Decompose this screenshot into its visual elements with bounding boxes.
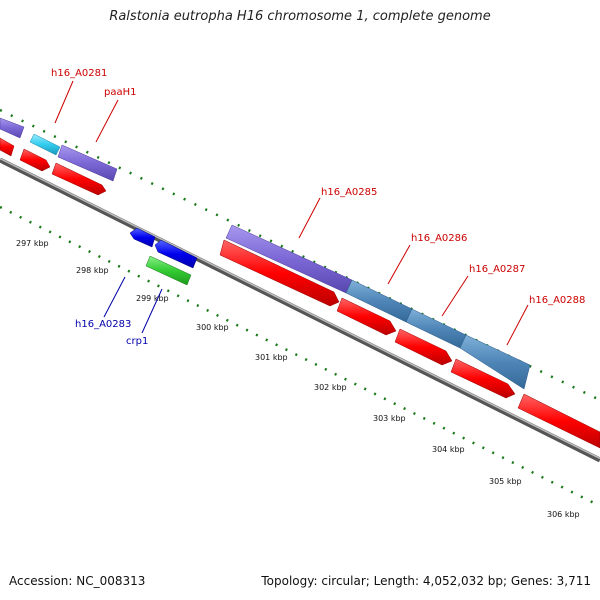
tick-label: 301 kbp [255,353,288,362]
gene-label-h16-A0288[interactable]: h16_A0288 [529,295,585,306]
cds-forward-4[interactable] [219,239,340,307]
tick-label: 299 kbp [136,294,169,303]
cds-reverse-1[interactable] [129,227,156,248]
tick-label: 306 kbp [547,510,580,519]
cds-forward-3[interactable] [51,162,107,196]
genome-backbone-highlight [0,157,600,460]
gene-label-h16-A0286[interactable]: h16_A0286 [411,233,467,244]
cds-forward-5[interactable] [336,297,397,336]
genome-backbone [0,157,600,463]
tick-label: 305 kbp [489,477,522,486]
gene-feature-cyan[interactable] [29,133,61,156]
tick-label: 300 kbp [196,323,229,332]
feature-track [0,117,600,449]
tick-label: 298 kbp [76,266,109,275]
accession-text: Accession: NC_008313 [9,574,146,588]
cds-forward-8[interactable] [517,393,600,449]
leader-line [95,99,119,143]
cds-forward-6[interactable] [394,328,453,366]
gene-feature-purple[interactable] [0,117,25,139]
gene-feature-h16-A0288-cog[interactable] [459,334,531,390]
gene-label-crp1[interactable]: crp1 [126,336,148,347]
tick-label: 297 kbp [16,239,49,248]
leader-line [298,197,321,239]
genome-summary-text: Topology: circular; Length: 4,052,032 bp… [261,574,591,588]
gene-labels: h16_A0281 paaH1 h16_A0285 h16_A0286 h16_… [51,68,585,347]
cds-forward-1[interactable] [0,137,15,157]
gc-track-inner [0,205,600,508]
gene-feature-crp1-cog[interactable] [145,255,192,286]
cds-forward-7[interactable] [450,358,516,399]
leader-line [387,244,411,285]
map-title: Ralstonia eutropha H16 chromosome 1, com… [109,9,491,24]
scale-labels: 297 kbp 298 kbp 299 kbp 300 kbp 301 kbp … [16,239,580,519]
cds-reverse-2[interactable] [154,239,198,269]
gene-label-h16-A0283[interactable]: h16_A0283 [75,319,131,330]
tick-label: 303 kbp [373,414,406,423]
leader-line [54,80,74,124]
leader-line [141,288,163,334]
tick-label: 302 kbp [314,383,347,392]
leader-line [506,304,529,346]
gene-label-h16-A0281[interactable]: h16_A0281 [51,68,107,79]
cds-forward-2[interactable] [19,148,51,172]
tick-label: 304 kbp [432,445,465,454]
label-leaders [54,80,529,346]
gene-label-h16-A0287[interactable]: h16_A0287 [469,264,525,275]
gene-feature-paaH1-cog[interactable] [57,144,118,182]
gene-label-paaH1[interactable]: paaH1 [104,87,137,98]
gene-label-h16-A0285[interactable]: h16_A0285 [321,187,377,198]
leader-line [441,275,469,317]
leader-line [103,276,126,318]
